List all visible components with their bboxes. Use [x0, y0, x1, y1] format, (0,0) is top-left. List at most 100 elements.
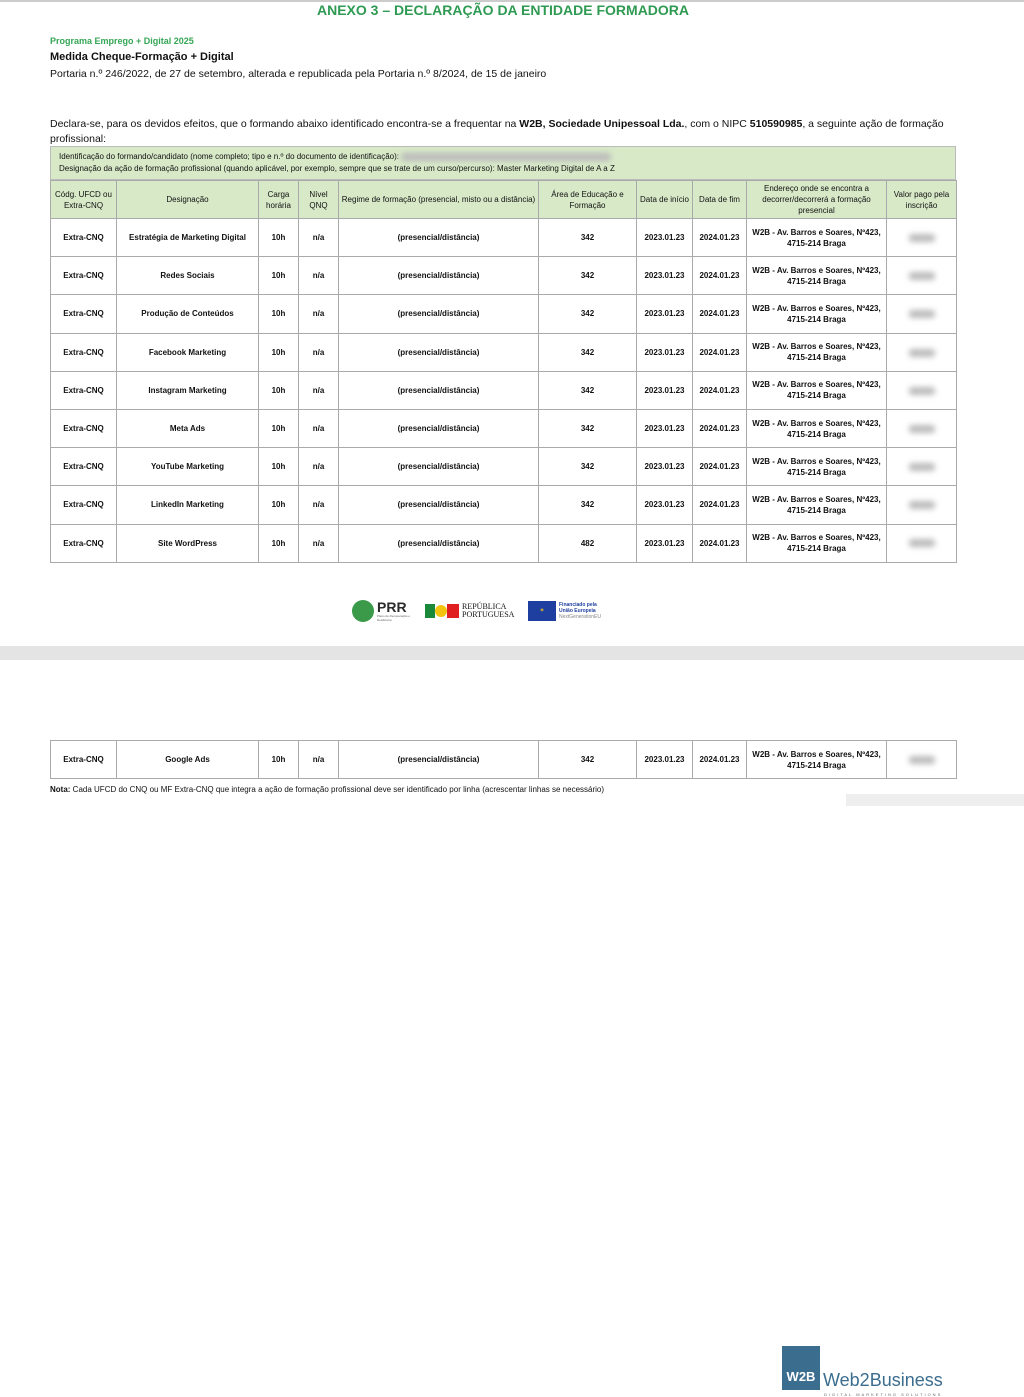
redacted-value — [886, 217, 957, 258]
table-cell: 342 — [538, 294, 637, 334]
table-cell: n/a — [298, 485, 339, 525]
table-cell: (presencial/distância) — [338, 408, 539, 449]
table-cell: 2024.01.23 — [692, 523, 747, 563]
table-cell: Facebook Marketing — [116, 332, 259, 372]
column-header: Área de Educação e Formação — [538, 180, 637, 219]
footnote: Nota: Cada UFCD do CNQ ou MF Extra-CNQ q… — [50, 785, 605, 794]
table-cell: Extra-CNQ — [50, 739, 117, 780]
table-cell: 2023.01.23 — [636, 294, 693, 334]
trainee-id-label: Identificação do formando/candidato (nom… — [59, 152, 400, 161]
table-cell: (presencial/distância) — [338, 332, 539, 372]
table-cell: W2B - Av. Barros e Soares, Nº423, 4715-2… — [746, 217, 887, 258]
table-cell: Instagram Marketing — [116, 370, 259, 410]
table-cell: W2B - Av. Barros e Soares, Nº423, 4715-2… — [746, 294, 887, 334]
table-row: Extra-CNQ Instagram Marketing 10h n/a (prese… — [50, 370, 957, 410]
table-cell: 2023.01.23 — [636, 332, 693, 372]
redacted-value — [886, 256, 957, 296]
table-cell: n/a — [298, 408, 339, 449]
table-cell: (presencial/distância) — [338, 294, 539, 334]
table-cell: Redes Sociais — [116, 256, 259, 296]
table-row: Extra-CNQ Meta Ads 10h n/a (presencial/distâ… — [50, 408, 957, 449]
scroll-shade — [846, 794, 1024, 806]
table-cell: 10h — [258, 256, 299, 296]
column-header: Códg. UFCD ou Extra-CNQ — [50, 180, 117, 219]
table-cell: 10h — [258, 294, 299, 334]
table-cell: W2B - Av. Barros e Soares, Nº423, 4715-2… — [746, 739, 887, 780]
table-cell: (presencial/distância) — [338, 217, 539, 258]
table-cell: 10h — [258, 447, 299, 487]
table-cell: 2023.01.23 — [636, 408, 693, 449]
table-cell: W2B - Av. Barros e Soares, Nº423, 4715-2… — [746, 523, 887, 563]
table-cell: W2B - Av. Barros e Soares, Nº423, 4715-2… — [746, 370, 887, 410]
table-cell: YouTube Marketing — [116, 447, 259, 487]
table-cell: 342 — [538, 739, 637, 780]
courses-table: Códg. UFCD ou Extra-CNQ Designação Carga h… — [50, 180, 957, 563]
course-designation: Designação da ação de formação profissio… — [59, 164, 615, 173]
column-header: Nível QNQ — [298, 180, 339, 219]
page-separator — [0, 646, 1024, 660]
table-cell: (presencial/distância) — [338, 447, 539, 487]
column-header: Data de fim — [692, 180, 747, 219]
table-cell: 2023.01.23 — [636, 739, 693, 780]
table-row: Extra-CNQ LinkedIn Marketing 10h n/a (presen… — [50, 485, 957, 525]
table-cell: 10h — [258, 408, 299, 449]
table-cell: n/a — [298, 294, 339, 334]
table-cell: 2024.01.23 — [692, 485, 747, 525]
document-page-2: W2B Web2Business DIGITAL MARKETING SOLUTIO… — [0, 660, 1024, 1397]
redacted-value — [886, 294, 957, 334]
program-name: Programa Emprego + Digital 2025 — [50, 36, 194, 46]
table-cell: Extra-CNQ — [50, 332, 117, 372]
table-cell: W2B - Av. Barros e Soares, Nº423, 4715-2… — [746, 408, 887, 449]
table-cell: n/a — [298, 370, 339, 410]
table-cell: Extra-CNQ — [50, 256, 117, 296]
table-cell: 482 — [538, 523, 637, 563]
table-cell: Extra-CNQ — [50, 485, 117, 525]
table-cell: 10h — [258, 739, 299, 780]
redacted-value — [886, 739, 957, 780]
table-row: Extra-CNQ Facebook Marketing 10h n/a (presen… — [50, 332, 957, 372]
redacted-id — [401, 152, 612, 161]
table-cell: W2B - Av. Barros e Soares, Nº423, 4715-2… — [746, 256, 887, 296]
table-cell: 342 — [538, 370, 637, 410]
column-header: Data de início — [636, 180, 693, 219]
table-cell: Extra-CNQ — [50, 447, 117, 487]
table-cell: 342 — [538, 485, 637, 525]
portaria-text: Portaria n.º 246/2022, de 27 de setembro… — [50, 68, 547, 80]
declaration-text: Declara-se, para os devidos efeitos, que… — [50, 118, 944, 145]
redacted-value — [886, 332, 957, 372]
table-cell: 10h — [258, 217, 299, 258]
table-row: Extra-CNQ Produção de Conteúdos 10h n/a (pre… — [50, 294, 957, 334]
table-cell: 2024.01.23 — [692, 447, 747, 487]
funding-logos: PRR Plano de Recuperação e Resiliência RE… — [352, 600, 609, 622]
table-cell: n/a — [298, 256, 339, 296]
table-cell: 342 — [538, 217, 637, 258]
table-cell: 342 — [538, 447, 637, 487]
column-header: Endereço onde se encontra a decorrer/dec… — [746, 180, 887, 219]
table-cell: n/a — [298, 332, 339, 372]
table-cell: Produção de Conteúdos — [116, 294, 259, 334]
table-row: Extra-CNQ Redes Sociais 10h n/a (presencial/… — [50, 256, 957, 296]
table-cell: Extra-CNQ — [50, 294, 117, 334]
table-cell: 2023.01.23 — [636, 370, 693, 410]
table-cell: 2024.01.23 — [692, 294, 747, 334]
table-cell: 2024.01.23 — [692, 370, 747, 410]
table-cell: (presencial/distância) — [338, 370, 539, 410]
table-cell: 342 — [538, 408, 637, 449]
eu-logo: ✶ Financiado pela União Europeia NextGene… — [528, 601, 609, 621]
courses-table-continued: Extra-CNQ Google Ads 10h n/a (presencial/dis… — [50, 739, 957, 780]
table-cell: 342 — [538, 332, 637, 372]
table-row: Extra-CNQ Google Ads 10h n/a (presencial/dis… — [50, 739, 957, 780]
table-cell: 10h — [258, 485, 299, 525]
table-cell: Extra-CNQ — [50, 370, 117, 410]
table-cell: n/a — [298, 447, 339, 487]
table-cell: 2023.01.23 — [636, 523, 693, 563]
table-cell: 2024.01.23 — [692, 256, 747, 296]
table-cell: 2023.01.23 — [636, 485, 693, 525]
table-row: Extra-CNQ YouTube Marketing 10h n/a (presenc… — [50, 447, 957, 487]
table-cell: Estratégia de Marketing Digital — [116, 217, 259, 258]
redacted-value — [886, 447, 957, 487]
web2business-logo: W2B Web2Business DIGITAL MARKETING SOLUTIO… — [782, 1346, 943, 1397]
table-cell: n/a — [298, 739, 339, 780]
table-cell: (presencial/distância) — [338, 256, 539, 296]
table-cell: (presencial/distância) — [338, 485, 539, 525]
